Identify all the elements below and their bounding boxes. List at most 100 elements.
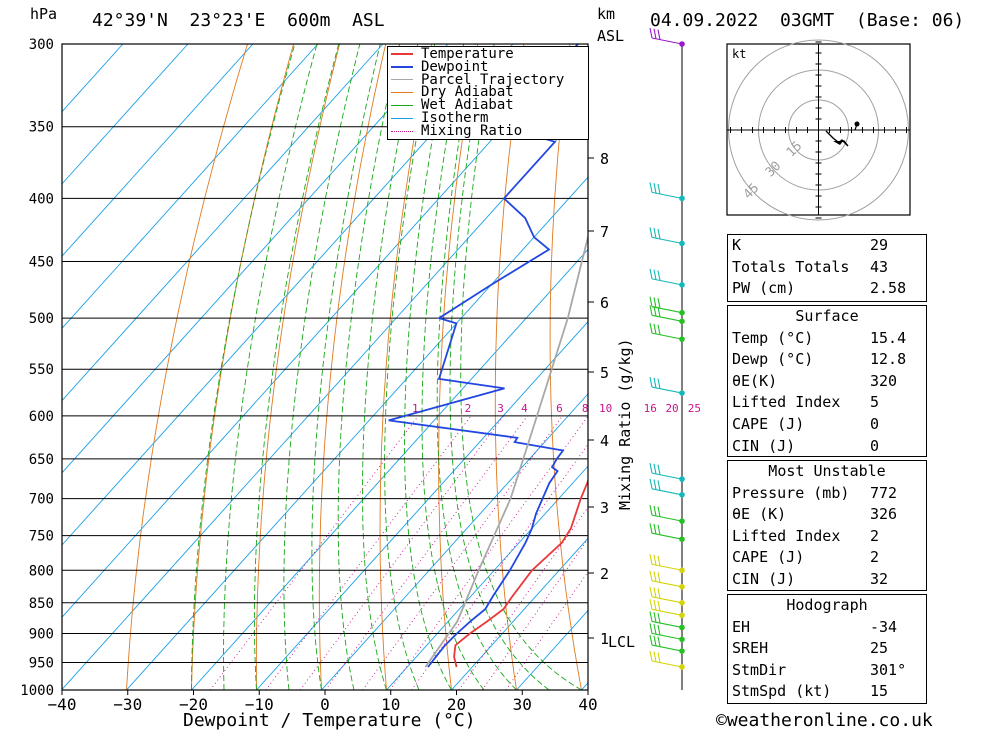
pressure-tick-label: 500 — [29, 311, 54, 327]
indices-label: K — [732, 236, 742, 254]
pressure-tick-label: 300 — [29, 37, 54, 53]
wind-barb-flag — [653, 554, 657, 566]
wind-barb-flag — [653, 571, 657, 582]
surface-value: 320 — [870, 371, 898, 390]
legend-swatch — [391, 105, 413, 107]
wind-barb — [649, 323, 685, 342]
wind-level-dot — [679, 636, 685, 643]
height-tick-label: 7 — [600, 223, 609, 241]
wind-barb-flag — [653, 505, 657, 517]
wind-barb-staff — [651, 332, 683, 340]
wet-adiabat-line — [449, 44, 550, 690]
wind-barb-flag — [653, 463, 657, 475]
pressure-tick-label: 600 — [29, 409, 54, 425]
dry-adiabat-line — [985, 44, 1000, 690]
isotherm-line — [62, 44, 579, 618]
wind-barb-flag — [657, 298, 661, 309]
legend-swatch — [391, 79, 413, 81]
wind-barb-flag — [653, 599, 657, 611]
isotherm-line — [191, 248, 588, 690]
surface-row: Lifted Index 5 — [728, 392, 926, 414]
hodograph-unit: kt — [732, 47, 746, 61]
wet-adiabat-line — [223, 44, 318, 690]
wind-level-dot — [679, 390, 685, 396]
surface-row: Dewp (°C) 12.8 — [728, 349, 926, 371]
legend-swatch — [391, 117, 413, 119]
mu-label: CAPE (J) — [732, 548, 805, 567]
mu-label: Lifted Index — [732, 526, 841, 545]
most-unstable-table: Most Unstable Pressure (mb) 772 θE (K) 326 L… — [727, 460, 927, 591]
legend-entry: Parcel Trajectory — [388, 73, 588, 86]
surface-value: 0 — [870, 436, 880, 455]
wind-barb-flag — [649, 27, 653, 39]
wind-barb — [649, 523, 685, 543]
mu-label: Pressure (mb) — [732, 483, 850, 502]
temperature-line — [453, 478, 588, 668]
wind-barb-flag — [649, 478, 653, 489]
wind-barb-flag — [653, 377, 657, 388]
wind-barb-flag — [653, 651, 657, 662]
hodo-label: EH — [732, 617, 751, 636]
legend-label: Temperature — [421, 46, 514, 62]
dry-adiabat-line — [126, 44, 248, 690]
wind-barb-flag — [657, 464, 661, 475]
height-tick-label: 5 — [600, 364, 609, 382]
dry-adiabat-line — [939, 44, 1000, 690]
isotherm-line — [386, 465, 588, 690]
x-tick-label: 0 — [320, 695, 330, 714]
wind-level-dot — [679, 536, 685, 543]
asl-label: ASL — [597, 27, 625, 45]
mixing-ratio-labels: 1 2 3 4 6 8 10 16 20 25 — [412, 402, 701, 415]
legend-entry: Dewpoint — [388, 60, 588, 74]
isotherm-line — [62, 44, 384, 402]
storm-motion-dot — [854, 121, 860, 127]
hodo-row: StmSpd (kt) 15 — [728, 681, 926, 703]
isotherm-line — [126, 176, 588, 690]
wind-barb — [649, 182, 685, 202]
wind-barb — [649, 305, 685, 325]
surface-row: Temp (°C) 15.4 — [728, 328, 926, 350]
hodo-value: 15 — [870, 682, 889, 701]
wind-barb-flag — [653, 323, 657, 335]
isotherm-line — [451, 537, 588, 690]
wind-barb — [649, 586, 685, 606]
wind-barb-flag — [649, 505, 653, 516]
wind-barb-flag — [653, 228, 657, 239]
lcl-label: LCL — [608, 633, 636, 651]
wet-adiabat-line — [421, 44, 485, 690]
mu-row: Lifted Index 2 — [728, 526, 926, 548]
mixing-ratio-line — [299, 415, 504, 690]
km-label: km — [597, 5, 616, 23]
wind-barb-staff — [651, 488, 683, 496]
pressure-tick-label: 350 — [29, 120, 54, 136]
wind-barb-staff — [651, 580, 683, 588]
wind-level-dot — [679, 318, 685, 325]
wet-adiabat-line — [337, 44, 401, 690]
hodograph-table: Hodograph EH -34 SREH 25 StmDir 301° StmSpd (k… — [727, 594, 927, 704]
wind-barb-flag — [657, 636, 661, 647]
wind-barb — [649, 296, 685, 316]
wind-level-dot — [679, 518, 685, 524]
wind-barb-staff — [651, 191, 683, 199]
isotherm-line — [256, 320, 588, 690]
wind-level-dot — [679, 648, 685, 654]
wet-adiabat-line — [191, 44, 296, 690]
wind-barb-flag — [657, 270, 661, 281]
dry-adiabat-line — [438, 44, 479, 690]
mixing-ratio-tick-label: 4 — [521, 402, 528, 415]
mixing-ratio-tick-label: 6 — [556, 402, 563, 415]
legend-entry: Isotherm — [388, 111, 588, 125]
wind-level-dot — [679, 491, 685, 498]
surface-title: Surface — [795, 307, 859, 325]
surface-value: 12.8 — [870, 350, 907, 369]
wind-barb-staff — [651, 514, 683, 522]
mu-value: 326 — [870, 505, 898, 524]
date-title: 04.09.2022 03GMT (Base: 06) — [650, 10, 965, 31]
x-tick-label: 20 — [447, 695, 466, 714]
hodo-label: StmSpd (kt) — [732, 682, 832, 701]
surface-label: CAPE (J) — [732, 414, 805, 433]
pressure-gridlines — [62, 43, 588, 691]
wind-barb-flag — [653, 183, 657, 194]
surface-row: θE(K) 320 — [728, 371, 926, 393]
